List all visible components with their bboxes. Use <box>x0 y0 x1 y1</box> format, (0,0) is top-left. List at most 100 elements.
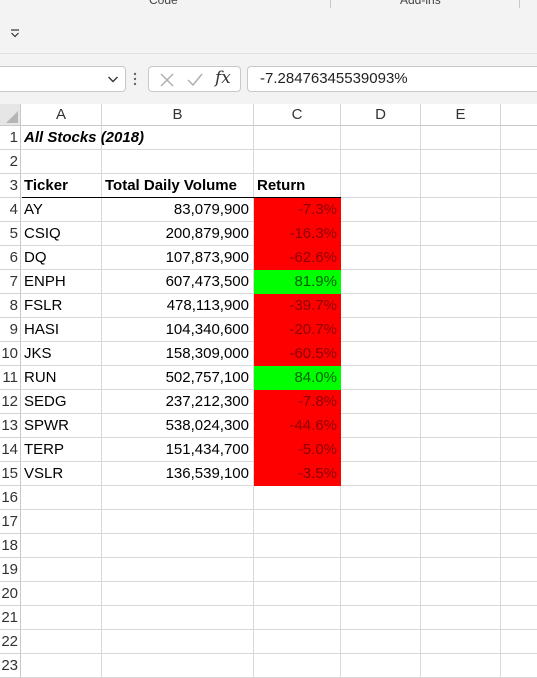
ticker-cell[interactable]: RUN <box>24 369 57 386</box>
volume-cell[interactable]: 237,212,300 <box>165 393 249 410</box>
ticker-cell[interactable]: DQ <box>24 249 47 266</box>
header-total-daily-volume[interactable]: Total Daily Volume <box>105 177 237 194</box>
volume-cell[interactable]: 200,879,900 <box>165 225 249 242</box>
row-header[interactable]: 5 <box>0 222 21 246</box>
chevron-down-icon[interactable] <box>105 71 121 87</box>
ticker-cell[interactable]: SPWR <box>24 417 69 434</box>
row-header[interactable]: 16 <box>0 486 21 510</box>
return-cell[interactable]: -60.5% <box>254 342 341 366</box>
return-cell[interactable]: -39.7% <box>254 294 341 318</box>
gridline <box>21 653 537 654</box>
gridline <box>21 581 537 582</box>
volume-cell[interactable]: 151,434,700 <box>165 441 249 458</box>
gridline <box>420 126 421 678</box>
ribbon-group-separator <box>519 0 520 8</box>
return-cell[interactable]: 81.9% <box>254 270 341 294</box>
gridline <box>21 509 537 510</box>
row-header[interactable]: 23 <box>0 654 21 678</box>
gridline <box>21 533 537 534</box>
volume-cell[interactable]: 607,473,500 <box>165 273 249 290</box>
gridline <box>21 173 537 174</box>
row-header[interactable]: 4 <box>0 198 21 222</box>
volume-cell[interactable]: 136,539,100 <box>165 465 249 482</box>
ticker-cell[interactable]: CSIQ <box>24 225 61 242</box>
row-header[interactable]: 9 <box>0 318 21 342</box>
row-header[interactable]: 6 <box>0 246 21 270</box>
ribbon-group-addins-label: Add-ins <box>400 0 441 7</box>
enter-checkmark-icon[interactable] <box>185 70 205 90</box>
formula-bar: fx -7.28476345539093% <box>0 54 537 104</box>
row-header[interactable]: 15 <box>0 462 21 486</box>
row-header[interactable]: 8 <box>0 294 21 318</box>
ribbon-group-separator <box>330 0 331 8</box>
row-header[interactable]: 3 <box>0 174 21 198</box>
row-header[interactable]: 13 <box>0 414 21 438</box>
column-header-b[interactable]: B <box>102 104 254 126</box>
insert-function-button[interactable]: fx <box>215 68 231 88</box>
name-box[interactable] <box>0 66 126 92</box>
gridline <box>21 149 537 150</box>
sheet-title[interactable]: All Stocks (2018) <box>24 129 145 146</box>
row-header[interactable]: 19 <box>0 558 21 582</box>
return-cell[interactable]: -7.8% <box>254 390 341 414</box>
ticker-cell[interactable]: HASI <box>24 321 60 338</box>
header-row-border <box>22 197 341 198</box>
row-header[interactable]: 11 <box>0 366 21 390</box>
return-cell[interactable]: -62.6% <box>254 246 341 270</box>
formula-buttons: fx <box>148 66 241 92</box>
ticker-cell[interactable]: VSLR <box>24 465 64 482</box>
return-cell[interactable]: -16.3% <box>254 222 341 246</box>
row-header[interactable]: 21 <box>0 606 21 630</box>
ticker-cell[interactable]: ENPH <box>24 273 66 290</box>
gridline <box>21 605 537 606</box>
gridline <box>500 126 501 678</box>
row-header[interactable]: 20 <box>0 582 21 606</box>
return-cell[interactable]: -20.7% <box>254 318 341 342</box>
volume-cell[interactable]: 104,340,600 <box>165 321 249 338</box>
formula-input[interactable]: -7.28476345539093% <box>247 66 537 92</box>
select-all-button[interactable] <box>0 104 21 126</box>
ticker-cell[interactable]: JKS <box>24 345 52 362</box>
return-cell[interactable]: -5.0% <box>254 438 341 462</box>
column-header-e[interactable]: E <box>421 104 501 126</box>
gridline <box>253 126 254 678</box>
row-header[interactable]: 22 <box>0 630 21 654</box>
column-header-c[interactable]: C <box>254 104 341 126</box>
return-cell[interactable]: -44.6% <box>254 414 341 438</box>
gridline <box>21 629 537 630</box>
return-cell[interactable]: 84.0% <box>254 366 341 390</box>
volume-cell[interactable]: 107,873,900 <box>165 249 249 266</box>
column-header-f[interactable] <box>501 104 537 126</box>
row-header[interactable]: 10 <box>0 342 21 366</box>
row-header[interactable]: 12 <box>0 390 21 414</box>
ribbon-group-labels: Code Add-ins <box>0 0 537 14</box>
ticker-cell[interactable]: SEDG <box>24 393 67 410</box>
row-header[interactable]: 17 <box>0 510 21 534</box>
row-header[interactable]: 2 <box>0 150 21 174</box>
ticker-cell[interactable]: AY <box>24 201 43 218</box>
volume-cell[interactable]: 538,024,300 <box>165 417 249 434</box>
row-header[interactable]: 7 <box>0 270 21 294</box>
ribbon-options-icon[interactable] <box>6 24 24 42</box>
volume-cell[interactable]: 158,309,000 <box>165 345 249 362</box>
volume-cell[interactable]: 502,757,100 <box>165 369 249 386</box>
column-header-d[interactable]: D <box>341 104 421 126</box>
header-return[interactable]: Return <box>257 177 306 194</box>
return-cell[interactable]: -3.5% <box>254 462 341 486</box>
ribbon-bar <box>0 14 537 54</box>
gridline <box>101 126 102 678</box>
ticker-cell[interactable]: TERP <box>24 441 65 458</box>
drag-handle-icon[interactable] <box>131 70 139 88</box>
volume-cell[interactable]: 83,079,900 <box>173 201 249 218</box>
cancel-icon[interactable] <box>157 70 177 90</box>
volume-cell[interactable]: 478,113,900 <box>166 297 249 314</box>
row-header[interactable]: 14 <box>0 438 21 462</box>
ticker-cell[interactable]: FSLR <box>24 297 63 314</box>
header-ticker[interactable]: Ticker <box>24 177 68 194</box>
column-header-a[interactable]: A <box>21 104 102 126</box>
return-cell[interactable]: -7.3% <box>254 198 341 222</box>
row-header[interactable]: 1 <box>0 126 21 150</box>
spreadsheet-grid: A B C D E 1 2 3 4 5 6 7 8 9 10 11 12 13 14 15 16 17 18 19 2… <box>0 104 537 678</box>
ribbon-group-code-label: Code <box>149 0 178 7</box>
row-header[interactable]: 18 <box>0 534 21 558</box>
